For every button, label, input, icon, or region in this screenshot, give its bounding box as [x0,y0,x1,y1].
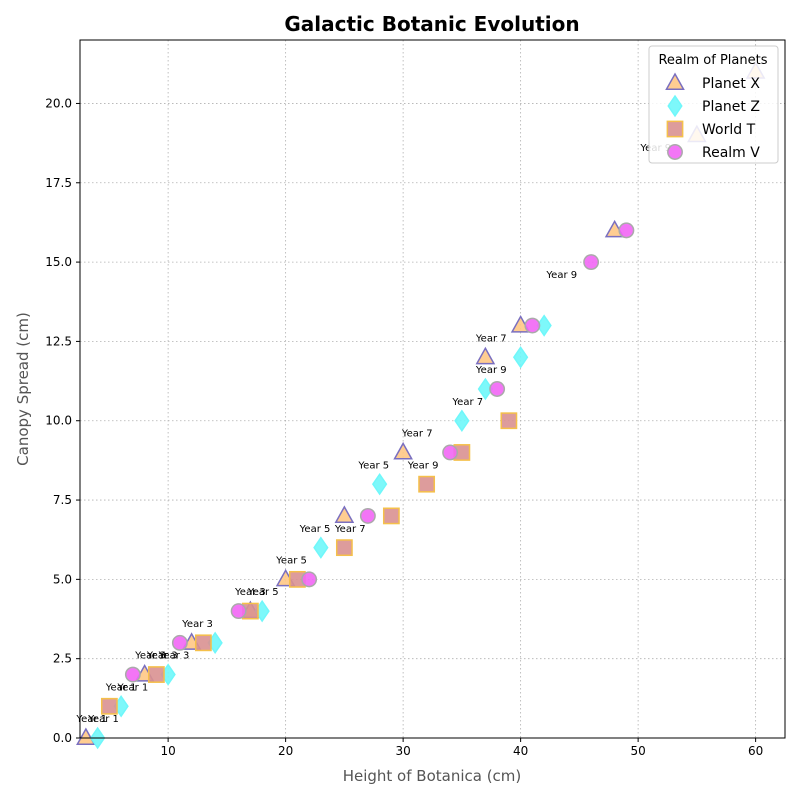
point-annotation: Year 9 [545,270,577,281]
data-point [359,507,376,524]
y-tick-label: 17.5 [45,176,72,190]
data-point [583,254,600,271]
point-annotation: Year 7 [475,333,507,344]
point-annotation: Year 3 [146,651,178,662]
point-annotation: Year 5 [275,556,307,567]
legend-marker [667,94,683,118]
data-point [418,475,436,493]
legend-item: World T [666,120,756,138]
point-annotation: Year 7 [401,429,433,440]
legend-marker [666,120,684,138]
x-axis: 10 20 30 40 50 60 [160,738,763,758]
legend-label: World T [702,122,756,138]
data-point [301,571,318,588]
data-point [76,727,96,746]
plot-frame [79,39,786,739]
point-annotation: Year 1 [105,682,137,693]
data-point [524,317,541,334]
point-annotation: Year 3 [158,651,190,662]
point-annotation: Year 3 [134,651,166,662]
data-point [194,634,212,652]
y-tick-label: 12.5 [45,334,72,348]
series-realm-v [124,222,635,683]
legend-item: Realm V [667,144,760,161]
point-annotation: Year 1 [117,682,149,693]
legend-label: Planet X [702,76,760,92]
y-tick-label: 10.0 [45,414,72,428]
point-annotation: Year 7 [451,397,483,408]
x-tick-label: 10 [160,744,175,758]
data-point [313,536,329,559]
y-axis-title: Canopy Spread (cm) [14,312,32,466]
data-point [489,381,506,397]
y-axis: 0.0 2.5 5.0 7.5 10.0 12.5 15.0 17.5 20.0 [45,96,80,745]
y-tick-label: 20.0 [45,96,72,110]
point-annotation: Year 3 [181,619,213,630]
y-tick-label: 5.0 [53,572,72,586]
legend-marker [665,72,685,91]
data-point [371,472,388,496]
data-marks [76,61,766,750]
series-world-t [100,412,518,715]
data-point [124,666,141,683]
chart-title: Galactic Botanic Evolution [284,12,579,36]
legend-item: Planet Z [667,94,760,118]
point-annotation: Year 1 [75,714,107,725]
legend-title: Realm of Planets [658,53,767,68]
data-point [454,409,470,432]
legend-label: Realm V [702,145,760,161]
data-point [442,444,459,461]
data-point [477,377,494,401]
point-annotation: Year 5 [247,587,279,598]
data-point [171,634,188,651]
point-annotation: Year 7 [334,524,366,535]
legend-label: Planet Z [702,99,760,115]
point-annotation: Year 3 [234,587,266,598]
data-point [334,505,355,523]
legend: Realm of Planets Planet X Planet Z World T… [648,45,779,164]
x-tick-label: 40 [513,744,528,758]
data-point [500,412,518,430]
data-point [512,346,529,369]
data-point [335,539,353,557]
point-annotation: Year 5 [357,460,389,471]
x-tick-label: 20 [278,744,293,758]
point-annotation: Year 9 [407,460,439,471]
y-tick-label: 2.5 [53,652,72,666]
x-tick-label: 50 [630,744,645,758]
data-point [393,441,413,460]
legend-item: Planet X [665,72,760,92]
point-annotation: Year 5 [299,524,331,535]
data-point [147,666,165,683]
x-axis-title: Height of Botanica (cm) [343,767,522,785]
y-tick-label: 0.0 [53,731,72,745]
x-tick-label: 60 [748,744,763,758]
x-tick-label: 30 [395,744,410,758]
data-point [230,603,247,620]
legend-marker [667,144,683,160]
data-point [536,314,552,337]
y-tick-label: 7.5 [53,493,72,507]
point-annotation: Year 1 [87,714,119,725]
point-annotation: Year 9 [475,365,507,376]
data-point [382,507,400,525]
y-tick-label: 15.0 [45,255,72,269]
data-point [475,346,496,365]
data-point [100,697,118,715]
data-point [618,222,635,239]
